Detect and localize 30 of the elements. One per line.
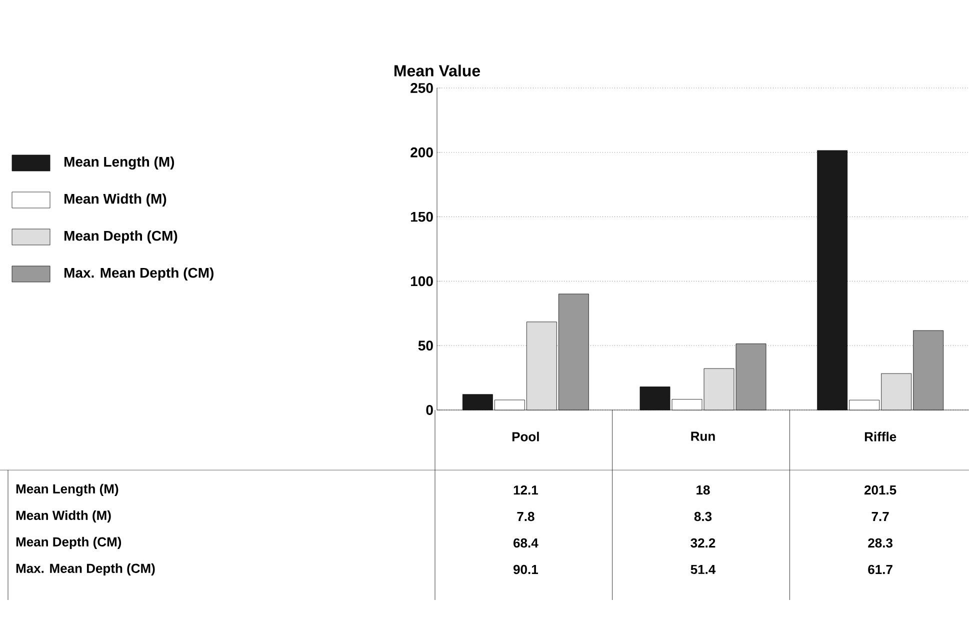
legend-label: Mean Depth (CM) — [64, 230, 178, 244]
data-label: 12.1 — [514, 485, 538, 495]
text: Mean Depth (CM) — [16, 536, 122, 550]
chart-title: Mean Value — [394, 64, 480, 76]
y-tick-label: 50 — [418, 340, 433, 351]
legend-label: Mean Width (M) — [64, 193, 166, 207]
text: Mean Width (M) — [16, 510, 111, 523]
data-label: 8.3 — [694, 512, 712, 522]
data-label: 7.8 — [517, 512, 534, 522]
data-label: 51.4 — [690, 564, 716, 574]
legend-label: Mean Length (M) — [64, 156, 174, 170]
y-tick-label: 200 — [410, 147, 433, 158]
x-tick-label: Run — [691, 432, 715, 441]
x-tick-label: Pool — [512, 432, 539, 442]
data-label: 201.5 — [864, 485, 896, 495]
text: Max. Mean Depth (CM) — [16, 563, 155, 576]
data-label: 68.4 — [514, 538, 538, 548]
data-label: 7.7 — [872, 512, 889, 521]
legend-label: Max. Mean Depth (CM) — [64, 267, 214, 281]
data-label: 90.1 — [514, 564, 538, 574]
y-tick-label: 0 — [426, 405, 433, 415]
y-tick-label: 150 — [410, 212, 433, 222]
x-tick-label: Riffle — [864, 432, 896, 442]
y-tick-label: 100 — [410, 276, 433, 286]
data-label: 32.2 — [690, 538, 716, 548]
y-tick-label: 250 — [410, 83, 433, 93]
data-label: 18 — [696, 485, 710, 495]
data-label: 61.7 — [868, 564, 892, 574]
data-label: 28.3 — [868, 538, 892, 548]
text: Mean Length (M) — [16, 484, 118, 496]
